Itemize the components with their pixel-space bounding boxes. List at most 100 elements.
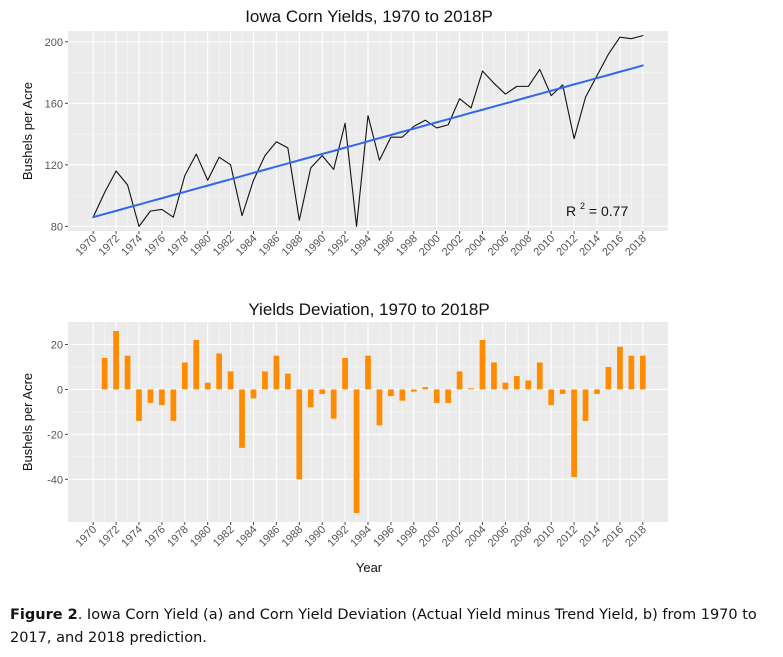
deviation-bar	[571, 389, 577, 478]
y-tick-labels: 80 120 160 200	[45, 37, 68, 233]
deviation-bar	[284, 373, 291, 390]
x-tick-label: 1978	[165, 233, 191, 259]
x-tick-label: 1990	[303, 524, 329, 550]
y-tick-label: 0	[57, 384, 63, 396]
figure-caption: Figure 2. Iowa Corn Yield (a) and Corn Y…	[10, 604, 780, 650]
x-tick-label: 1988	[280, 233, 306, 259]
x-tick-label: 1994	[348, 233, 374, 259]
deviation-bar	[433, 389, 440, 403]
x-tick-label: 2008	[509, 233, 535, 259]
x-tick-label: 1970	[74, 233, 100, 259]
deviation-bar	[204, 382, 211, 390]
y-axis-label: Bushels per Acre	[20, 373, 35, 471]
y-tick-labels: -40 -20 0 20	[47, 339, 68, 486]
deviation-bar	[124, 355, 131, 390]
x-tick-label: 1980	[188, 233, 214, 259]
figure: Iowa Corn Yields, 1970 to 2018P 80 120 160…	[20, 7, 668, 575]
deviation-bar	[113, 330, 119, 390]
y-tick-label: -20	[47, 429, 63, 441]
x-tick-label: 1984	[234, 524, 260, 550]
deviation-bar	[170, 389, 177, 421]
x-tick-label: 1996	[371, 524, 397, 550]
x-tick-label: 2016	[600, 233, 626, 259]
x-tick-label: 1972	[96, 233, 122, 259]
series-lines	[92, 35, 644, 227]
deviation-bar	[548, 389, 555, 406]
x-tick-label: 2000	[417, 233, 443, 259]
deviation-bar	[468, 388, 474, 390]
x-tick-label: 1998	[394, 524, 420, 550]
deviation-bar	[273, 355, 280, 390]
deviation-bar	[262, 371, 268, 390]
x-tick-label: 2004	[463, 524, 489, 550]
x-tick-label: 2004	[463, 233, 489, 259]
x-tick-label: 1976	[142, 233, 168, 259]
x-tick-label: 2014	[577, 524, 603, 550]
x-tick-label: 2010	[532, 524, 558, 550]
x-tick-label: 1978	[165, 524, 191, 550]
x-tick-labels: 1970197219741976197819801982198419861988…	[74, 522, 649, 549]
y-axis-label: Bushels per Acre	[20, 82, 35, 180]
x-tick-label: 2006	[486, 233, 512, 259]
deviation-bar	[536, 362, 543, 390]
deviation-bar	[639, 355, 646, 390]
x-tick-label: 1992	[325, 233, 351, 259]
y-tick-label: 20	[51, 339, 63, 351]
deviation-bar	[502, 382, 509, 390]
deviation-bar	[159, 389, 165, 406]
deviation-bar	[456, 371, 463, 390]
deviation-bar	[525, 380, 532, 390]
x-tick-label: 1972	[96, 524, 122, 550]
deviation-bar	[491, 362, 497, 390]
x-tick-label: 2006	[486, 524, 512, 550]
x-tick-label: 2012	[554, 233, 580, 259]
chart-title: Yields Deviation, 1970 to 2018P	[248, 300, 489, 319]
deviation-bar	[216, 353, 223, 390]
x-tick-label: 2018	[623, 233, 649, 259]
caption-text: . Iowa Corn Yield (a) and Corn Yield Dev…	[10, 607, 757, 646]
deviation-bar	[193, 339, 200, 390]
x-tick-label: 1982	[211, 524, 237, 550]
x-tick-label: 1980	[188, 524, 214, 550]
deviation-chart: Yields Deviation, 1970 to 2018P -40 -20 0 2…	[20, 300, 668, 575]
x-tick-label: 1988	[280, 524, 306, 550]
x-tick-label: 1974	[119, 233, 145, 259]
deviation-bar	[388, 389, 394, 397]
deviation-bar	[365, 355, 371, 390]
x-tick-label: 1982	[211, 233, 237, 259]
y-tick-label: 80	[51, 221, 63, 233]
x-tick-label: 1986	[257, 233, 283, 259]
r-squared-annotation: R 2 = 0.77	[566, 196, 628, 219]
y-tick-label: -40	[47, 474, 63, 486]
deviation-bar	[479, 339, 486, 390]
x-tick-label: 2002	[440, 233, 466, 259]
x-tick-label: 2014	[577, 233, 603, 259]
x-tick-label: 2002	[440, 524, 466, 550]
x-tick-label: 1984	[234, 233, 260, 259]
actual-yield-line	[92, 35, 644, 227]
deviation-bar	[136, 389, 142, 421]
chart-title: Iowa Corn Yields, 1970 to 2018P	[245, 7, 493, 26]
deviation-bar	[330, 389, 337, 419]
x-tick-label: 1986	[257, 524, 283, 550]
y-tick-label: 120	[45, 160, 63, 172]
x-tick-label: 1970	[74, 524, 100, 550]
deviation-bar	[513, 375, 520, 390]
deviation-bar	[445, 389, 452, 403]
deviation-bar	[628, 355, 635, 390]
x-tick-label: 1992	[325, 524, 351, 550]
x-tick-label: 1996	[371, 233, 397, 259]
r-squared-sup: 2	[580, 201, 585, 211]
x-tick-label: 2012	[554, 524, 580, 550]
deviation-bar	[582, 389, 589, 421]
deviation-bar	[617, 346, 623, 390]
y-tick-label: 160	[45, 98, 63, 110]
deviation-bar	[422, 387, 429, 390]
deviation-bar	[594, 389, 600, 394]
y-tick-label: 200	[45, 37, 63, 49]
trend-line	[92, 64, 644, 219]
deviation-bar	[410, 389, 417, 392]
x-tick-label: 2000	[417, 524, 443, 550]
x-tick-label: 2016	[600, 524, 626, 550]
deviation-bar	[250, 389, 257, 399]
